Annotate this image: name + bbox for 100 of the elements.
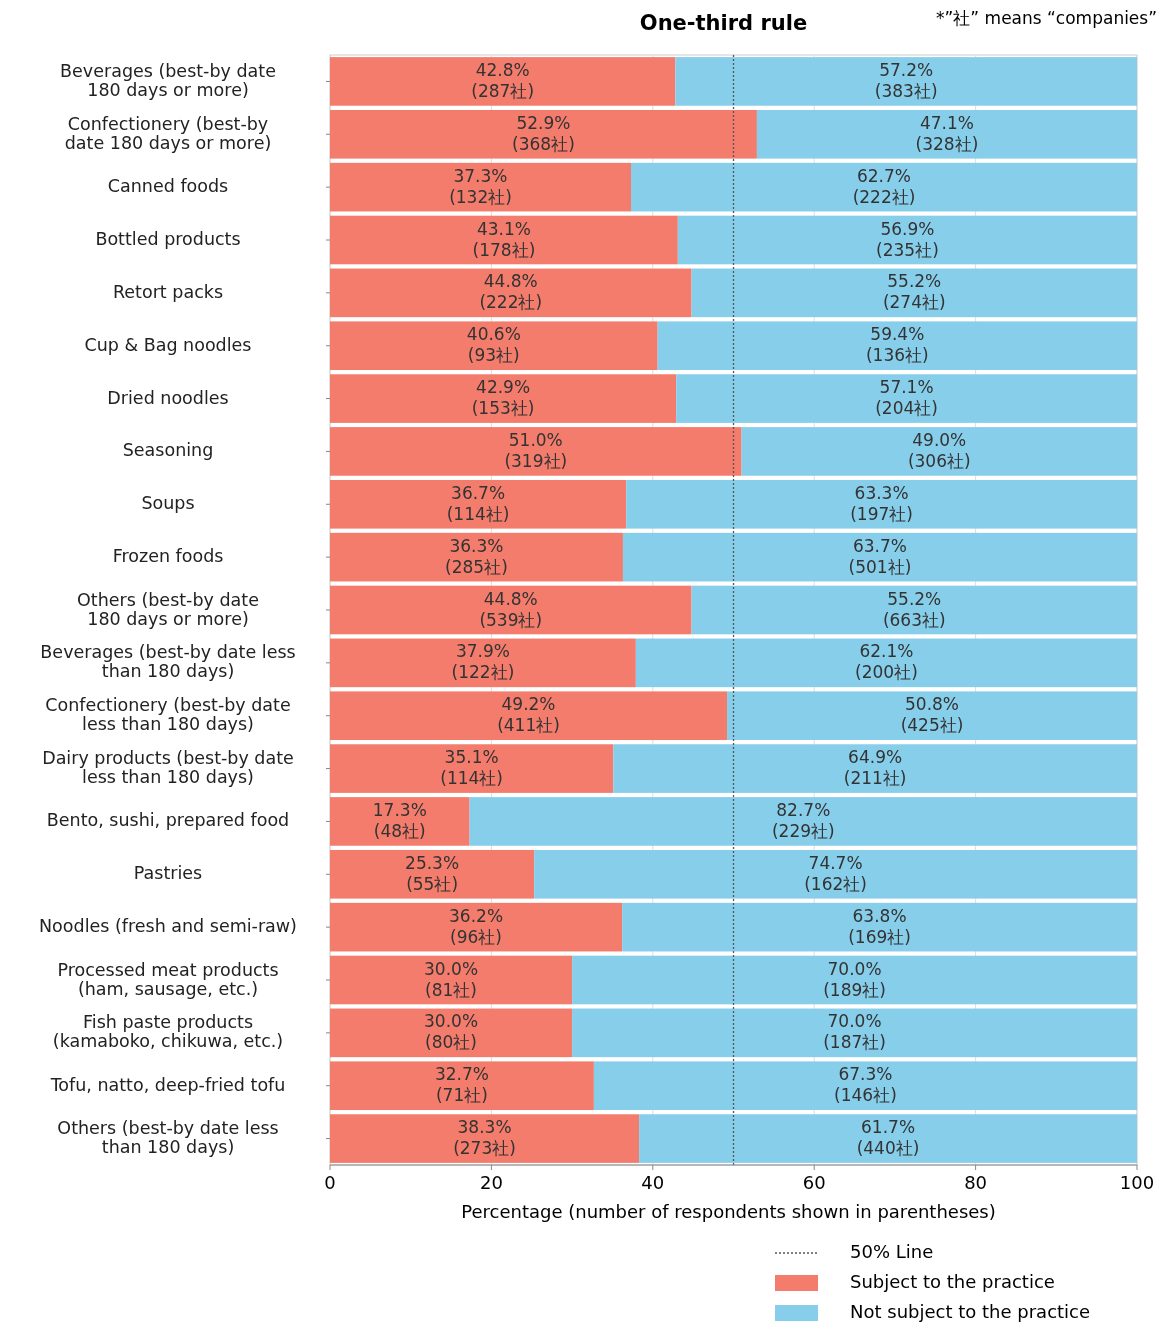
x-tick-label: 60 <box>802 1172 826 1193</box>
bar <box>330 902 623 952</box>
bar <box>593 1061 1137 1111</box>
data-label: 42.8% (287社) <box>471 59 535 101</box>
bar <box>330 797 470 846</box>
bar <box>330 268 692 318</box>
data-label: 62.7% (222社) <box>852 165 916 207</box>
data-label: 36.2% (96社) <box>449 905 504 947</box>
bar <box>330 955 573 1005</box>
bar <box>572 955 1137 1005</box>
data-label: 61.7% (440社) <box>856 1117 920 1159</box>
data-label: 36.7% (114社) <box>446 482 510 524</box>
data-label: 30.0% (81社) <box>424 958 479 1000</box>
data-label: 35.1% (114社) <box>440 747 503 789</box>
legend-label: Not subject to the practice <box>850 1301 1091 1322</box>
y-tick-label: Soups <box>141 493 195 514</box>
bar <box>534 849 1137 899</box>
data-label: 44.8% (222社) <box>479 271 543 313</box>
bar <box>330 374 677 423</box>
data-label: 82.7% (229社) <box>771 799 835 841</box>
y-tick-label: Beverages (best-by date 180 days or more) <box>60 60 276 100</box>
data-label: 37.9% (122社) <box>451 641 515 683</box>
bar <box>330 1008 573 1058</box>
y-tick-label: Confectionery (best-by date less than 180 days) <box>45 695 291 735</box>
bar <box>330 1114 640 1163</box>
data-label: 63.7% (501社) <box>848 535 912 577</box>
y-tick-label: Bottled products <box>95 229 241 249</box>
data-label: 63.3% (197社) <box>850 482 913 524</box>
data-label: 62.1% (200社) <box>855 641 918 683</box>
bar <box>469 797 1137 846</box>
bar <box>635 638 1137 688</box>
data-label: 43.1% (178社) <box>472 218 536 260</box>
data-label: 55.2% (663社) <box>882 588 946 630</box>
data-label: 59.4% (136社) <box>865 324 929 366</box>
bar <box>675 57 1137 106</box>
bar <box>330 321 658 371</box>
bar <box>330 479 627 529</box>
y-tick-label: Others (best-by date less than 180 days) <box>57 1118 279 1158</box>
bar <box>330 427 742 476</box>
y-tick-label: Confectionery (best-by date 180 days or more) <box>64 113 272 153</box>
y-tick-label: Canned foods <box>107 176 229 197</box>
y-tick-label: Fish paste products (kamaboko, chikuwa, etc.) <box>52 1012 284 1052</box>
data-label: 67.3% (146社) <box>834 1064 897 1106</box>
text: *”社” means “companies” <box>936 8 1157 28</box>
data-label: 44.8% (539社) <box>479 588 543 630</box>
data-label: 37.3% (132社) <box>449 165 512 207</box>
bar <box>330 638 636 688</box>
data-label: 30.0% (80社) <box>424 1011 479 1053</box>
bar <box>330 215 678 265</box>
bar <box>677 215 1137 265</box>
x-tick-label: 80 <box>964 1172 988 1193</box>
bar <box>330 109 757 159</box>
x-tick-label: 100 <box>1119 1172 1155 1193</box>
bar <box>676 374 1137 423</box>
bar <box>626 479 1137 529</box>
y-tick-label: Retort packs <box>112 281 224 302</box>
y-tick-label: Dairy products (best-by date less than 180 days) <box>42 748 294 788</box>
x-tick-label: 0 <box>324 1172 336 1193</box>
bar <box>330 744 614 793</box>
x-tick-label: 40 <box>641 1172 665 1193</box>
data-label: 51.0% (319社) <box>504 429 568 471</box>
data-label: 52.9% (368社) <box>512 112 575 154</box>
y-tick-label: Seasoning <box>122 440 214 461</box>
data-label: 25.3% (55社) <box>405 852 460 894</box>
y-tick-label: Others (best-by date 180 days or more) <box>77 589 259 629</box>
data-label: 74.7% (162社) <box>804 852 867 894</box>
data-label: 40.6% (93社) <box>466 324 521 366</box>
data-label: 57.1% (204社) <box>875 377 938 419</box>
bar <box>727 691 1137 741</box>
data-label: 56.9% (235社) <box>876 218 939 260</box>
bar <box>756 109 1137 159</box>
data-label: 70.0% (187社) <box>823 1011 886 1053</box>
y-tick-label: Pastries <box>133 863 203 884</box>
y-tick-label: Dried noodles <box>107 387 229 408</box>
y-tick-label: Cup & Bag noodles <box>84 334 252 355</box>
data-label: 49.0% (306社) <box>907 429 971 471</box>
bar <box>657 321 1137 371</box>
bar <box>613 744 1137 793</box>
y-tick-label: Bento, sushi, prepared food <box>46 810 290 831</box>
legend-label: Subject to the practice <box>850 1271 1055 1292</box>
data-label: 63.8% (169社) <box>848 905 911 947</box>
bar <box>691 268 1137 318</box>
y-tick-label: Tofu, natto, deep-fried tofu <box>49 1074 286 1095</box>
bar <box>330 849 535 899</box>
data-label: 47.1% (328社) <box>915 112 979 154</box>
x-tick-label: 20 <box>479 1172 503 1193</box>
data-label: 42.9% (153社) <box>471 377 535 419</box>
data-label: 17.3% (48社) <box>372 799 427 841</box>
bar <box>741 427 1137 476</box>
y-tick-label: Noodles (fresh and semi-raw) <box>39 916 297 937</box>
bar <box>622 532 1137 582</box>
bar <box>330 691 728 741</box>
y-tick-label: Frozen foods <box>112 546 224 567</box>
bar <box>639 1114 1137 1163</box>
bar <box>330 162 632 212</box>
data-label: 57.2% (383社) <box>874 59 938 101</box>
y-tick-label: Beverages (best-by date less than 180 days) <box>40 642 296 682</box>
bar <box>631 162 1137 212</box>
bar <box>622 902 1137 952</box>
bar <box>330 585 692 635</box>
